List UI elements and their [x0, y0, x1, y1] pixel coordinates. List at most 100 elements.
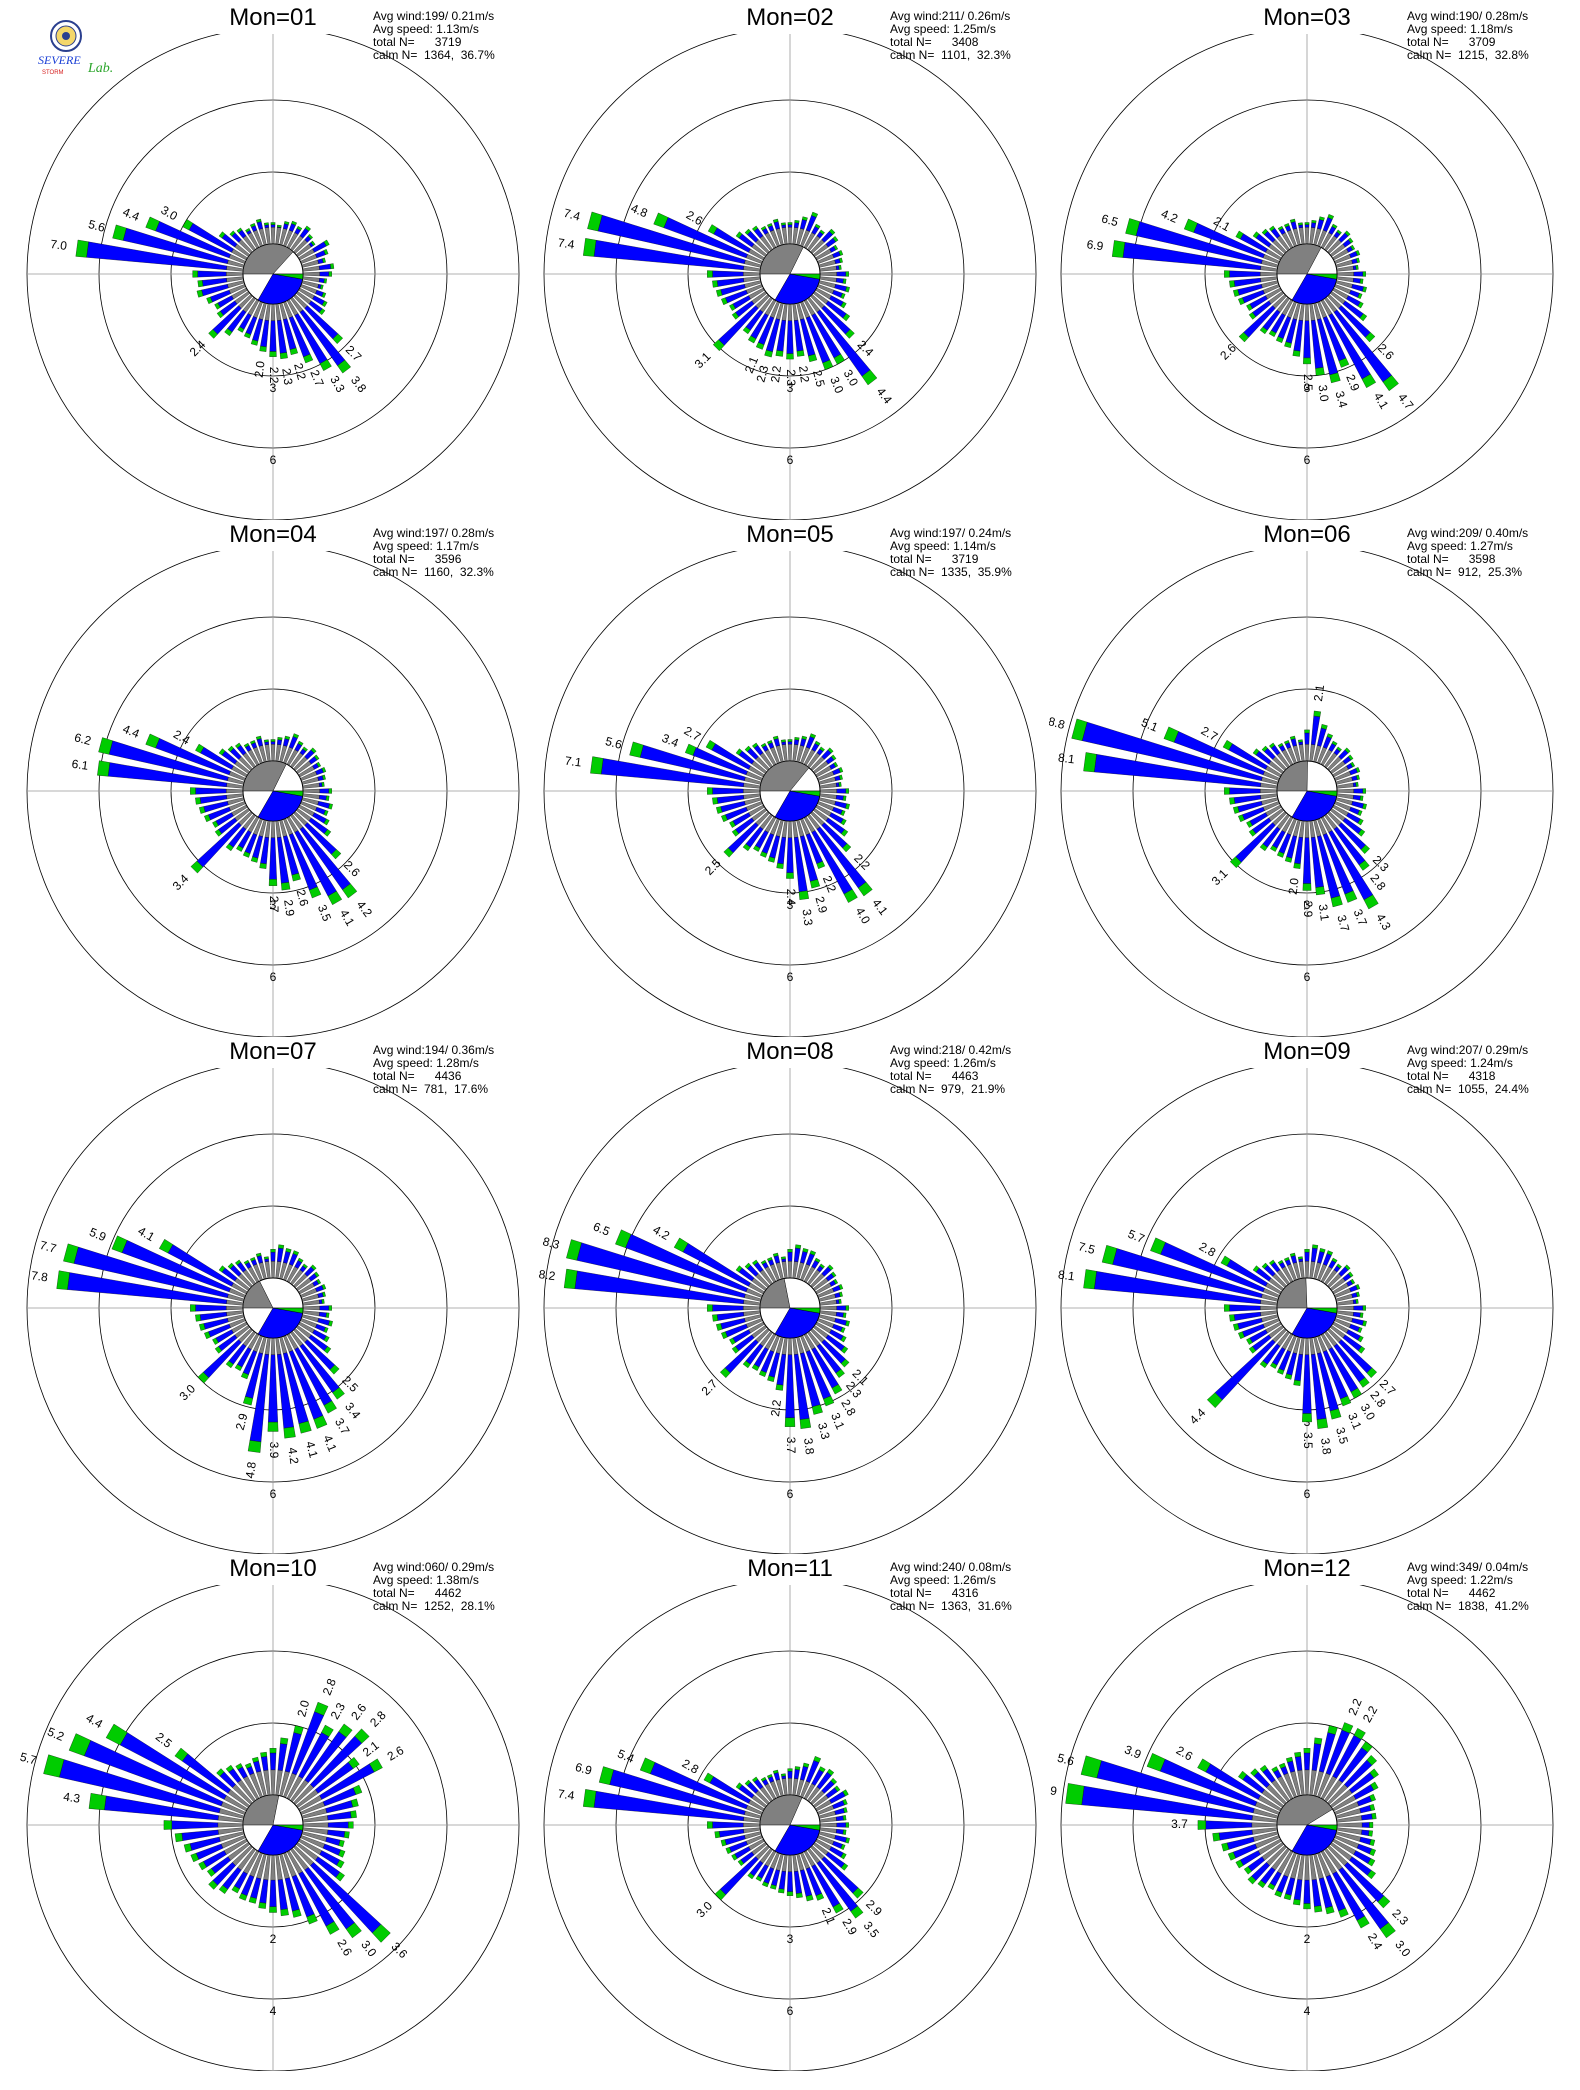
bar-segment-high [1238, 1331, 1245, 1340]
bar-value-label: 2.2 [768, 1399, 784, 1418]
bar-segment-high [1284, 223, 1290, 228]
bar-segment-mid [318, 263, 332, 271]
bar-segment-high [1360, 844, 1370, 854]
ring-label: 3 [270, 898, 277, 912]
stat-total: total N= 3598 [1407, 552, 1496, 566]
bar-segment-high [831, 754, 837, 761]
direction-bar [250, 223, 263, 247]
bar-segment-high [767, 223, 773, 228]
direction-bar [1101, 1245, 1279, 1302]
stat-avg-wind: Avg wind:194/ 0.36m/s [373, 1043, 495, 1057]
windrose-panel: Mon=08 Avg wind:218/ 0.42m/s Avg speed: 1.… [532, 1038, 1048, 1554]
direction-bar [1332, 761, 1356, 778]
bar-value-label: 3.1 [692, 349, 714, 371]
bar-value-label: 4.8 [243, 1461, 259, 1480]
bar-value-label: 2.5 [702, 856, 724, 878]
direction-bar [1304, 729, 1310, 762]
bar-segment-low [1304, 1337, 1310, 1355]
bar-segment-high [342, 883, 358, 899]
bar-value-label: 2.7 [307, 368, 326, 389]
calm-sector [1276, 243, 1322, 275]
bar-segment-high [794, 737, 800, 741]
direction-bar [767, 1774, 780, 1798]
bar-segment-mid [276, 739, 283, 746]
bar-segment-high [250, 740, 256, 745]
bar-value-label: 2.9 [233, 1412, 251, 1432]
bar-value-label: 5.7 [1126, 1227, 1147, 1246]
direction-bar [720, 1328, 770, 1378]
bar-value-label: 3.6 [389, 1939, 411, 1961]
direction-bar [190, 1835, 246, 1863]
bar-segment-high [75, 239, 89, 258]
direction-bar [803, 299, 845, 365]
bar-segment-high [780, 1773, 786, 1777]
bar-segment-mid [256, 738, 263, 747]
bar-segment-high [328, 788, 332, 794]
direction-bar [1329, 237, 1354, 257]
direction-bar [197, 1328, 253, 1384]
bar-segment-high [1250, 1768, 1259, 1777]
direction-bar [1197, 1758, 1282, 1812]
direction-bar [255, 735, 267, 763]
direction-bar [275, 1337, 296, 1439]
bar-segment-high [801, 735, 808, 740]
bar-segment-high [843, 1807, 848, 1813]
bar-segment-low [1336, 271, 1354, 277]
bar-segment-low [270, 1261, 276, 1279]
windrose-chart: 3692.24.14.02.22.93.32.42.57.15.63.42.7 [543, 551, 1037, 1037]
direction-bar [218, 1847, 256, 1894]
direction-bar [787, 222, 793, 245]
moderate-wind-sector [272, 790, 304, 797]
bar-segment-high [1356, 257, 1360, 263]
direction-bar [1335, 1804, 1376, 1819]
direction-bar [270, 739, 276, 762]
bar-segment-low [217, 1822, 244, 1828]
bar-segment-high [1366, 1755, 1377, 1766]
bar-segment-high [1313, 710, 1321, 717]
direction-bar [250, 740, 263, 764]
bar-segment-high [1327, 1725, 1338, 1735]
bar-segment-high [1270, 1362, 1278, 1369]
bar-segment-high [309, 886, 322, 899]
direction-bar [639, 1757, 763, 1815]
bar-segment-high [1315, 886, 1326, 896]
bar-segment-high [224, 328, 233, 337]
bar-segment-high [1224, 787, 1230, 795]
bar-segment-high [832, 1903, 844, 1914]
bar-segment-high [259, 862, 267, 869]
direction-bar [817, 767, 844, 781]
panel-title: Mon=11 [747, 1555, 833, 1582]
direction-bar [1309, 1244, 1319, 1279]
bar-segment-high [786, 1891, 794, 1896]
bar-segment-high [814, 1257, 821, 1263]
bar-segment-high [1370, 1781, 1379, 1791]
direction-bar [1275, 301, 1297, 343]
bar-value-label: 3.5 [861, 1919, 882, 1941]
bar-segment-high [721, 814, 728, 823]
direction-bar [786, 1854, 794, 1896]
bar-segment-high [840, 1335, 847, 1343]
bar-value-label: 2.3 [1389, 1906, 1411, 1928]
direction-bar [759, 818, 780, 858]
bar-segment-high [190, 1852, 199, 1863]
bar-segment-low [819, 1305, 837, 1311]
bar-segment-high [1235, 230, 1244, 240]
bar-segment-high [840, 810, 846, 816]
direction-bar [1247, 1845, 1287, 1885]
direction-bar [298, 1838, 345, 1869]
direction-bar [255, 1252, 267, 1280]
direction-bar [195, 1310, 244, 1322]
direction-bar [279, 1336, 312, 1434]
direction-bar [279, 1853, 302, 1918]
logo-seal-dot [62, 32, 70, 40]
bar-segment-high [819, 746, 825, 752]
direction-bar [818, 1831, 850, 1844]
bar-segment-high [685, 743, 697, 756]
bar-value-label: 2.0 [294, 1698, 312, 1718]
bar-segment-high [770, 1884, 777, 1890]
bar-segment-high [845, 329, 855, 339]
bar-segment-high [1341, 1722, 1354, 1734]
direction-bar [283, 220, 297, 247]
bar-segment-high [1248, 829, 1257, 837]
bar-segment-mid [1302, 837, 1312, 884]
